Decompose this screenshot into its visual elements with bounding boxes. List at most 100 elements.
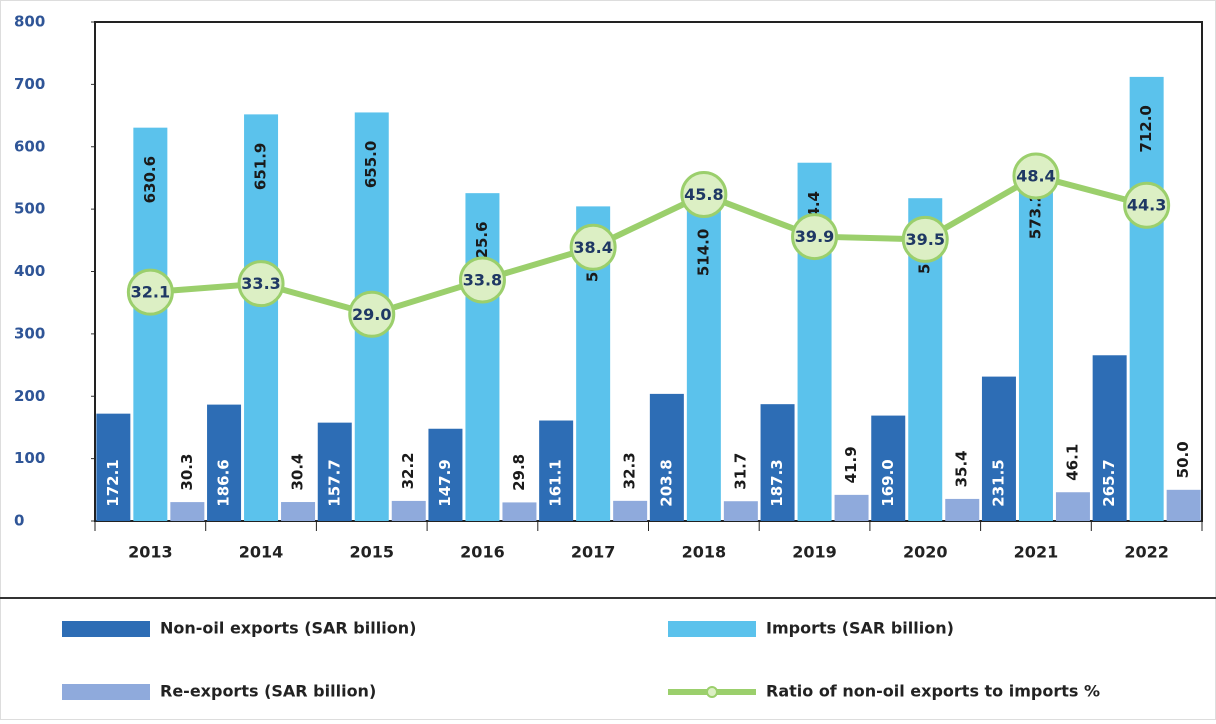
bar xyxy=(1018,163,1053,522)
value-label: 573.2 xyxy=(1026,192,1044,239)
value-label: 514.0 xyxy=(694,229,712,276)
x-tick-label: 2018 xyxy=(682,543,727,562)
bar xyxy=(317,422,352,521)
bar xyxy=(1055,492,1090,521)
value-label: 33.3 xyxy=(241,274,280,293)
value-label: 32.1 xyxy=(131,283,170,302)
value-label: 30.4 xyxy=(289,454,307,491)
ratio-marker xyxy=(901,215,949,263)
value-label: 48.4 xyxy=(1016,166,1055,185)
ratio-marker xyxy=(1012,152,1060,200)
value-label: 31.7 xyxy=(731,453,749,490)
x-tick-label: 2020 xyxy=(903,543,948,562)
bar xyxy=(613,500,648,521)
value-label: 39.9 xyxy=(795,227,834,246)
value-label: 203.8 xyxy=(657,459,675,506)
y-tick-label: 500 xyxy=(14,200,45,218)
legend-swatch xyxy=(706,686,718,698)
value-label: 39.5 xyxy=(906,230,945,249)
legend-label: Re-exports (SAR billion) xyxy=(160,682,376,701)
bar xyxy=(760,404,795,521)
value-label: 157.7 xyxy=(325,459,343,506)
ratio-marker xyxy=(458,256,506,304)
bar xyxy=(981,376,1016,521)
bar xyxy=(1092,355,1127,521)
value-label: 265.7 xyxy=(1100,459,1118,506)
ratio-marker xyxy=(1123,181,1171,229)
x-tick-label: 2014 xyxy=(239,543,284,562)
value-label: 231.5 xyxy=(989,459,1007,506)
bar xyxy=(723,501,758,521)
x-tick-label: 2022 xyxy=(1124,543,1169,562)
legend-swatch xyxy=(62,684,150,700)
value-label: 46.1 xyxy=(1063,444,1081,481)
value-label: 32.2 xyxy=(399,452,417,489)
value-label: 29.0 xyxy=(352,305,391,324)
bar xyxy=(465,193,500,522)
value-label: 651.9 xyxy=(252,143,270,190)
value-label: 169.0 xyxy=(879,459,897,506)
y-tick-label: 400 xyxy=(14,262,45,280)
value-label: 29.8 xyxy=(510,454,528,491)
bar xyxy=(649,393,684,521)
bar xyxy=(244,114,279,521)
value-label: 630.6 xyxy=(141,156,159,203)
bar xyxy=(834,494,869,521)
value-label: 44.3 xyxy=(1127,196,1166,215)
x-tick-label: 2021 xyxy=(1014,543,1059,562)
legend-label: Imports (SAR billion) xyxy=(766,619,954,638)
value-label: 41.9 xyxy=(842,446,860,483)
value-label: 33.8 xyxy=(463,271,502,290)
value-label: 32.3 xyxy=(621,452,639,489)
y-tick-label: 200 xyxy=(14,387,45,405)
ratio-line xyxy=(150,172,1148,318)
legend-label: Non-oil exports (SAR billion) xyxy=(160,619,416,638)
x-tick-label: 2017 xyxy=(571,543,616,562)
ratio-marker xyxy=(791,213,839,261)
ratio-marker xyxy=(237,260,285,308)
bar xyxy=(133,127,168,521)
bar xyxy=(96,413,131,521)
legend-swatch xyxy=(62,621,150,637)
value-label: 161.1 xyxy=(547,459,565,506)
bar xyxy=(686,200,721,521)
ratio-marker xyxy=(126,268,174,316)
value-label: 187.3 xyxy=(768,459,786,506)
value-label: 30.3 xyxy=(178,454,196,491)
y-tick-label: 100 xyxy=(14,449,45,467)
value-label: 172.1 xyxy=(104,459,122,506)
bar xyxy=(871,415,906,521)
ratio-marker xyxy=(348,290,396,338)
x-tick-label: 2019 xyxy=(792,543,837,562)
value-label: 147.9 xyxy=(436,459,454,506)
value-label: 186.6 xyxy=(215,459,233,506)
bar xyxy=(1166,489,1201,521)
x-tick-label: 2016 xyxy=(460,543,505,562)
bar xyxy=(539,420,574,521)
bar xyxy=(945,498,980,521)
y-tick-label: 600 xyxy=(14,137,45,155)
x-tick-label: 2015 xyxy=(349,543,394,562)
bar xyxy=(428,428,463,521)
legend-swatch xyxy=(668,621,756,637)
legend-label: Ratio of non-oil exports to imports % xyxy=(766,682,1100,701)
y-tick-label: 700 xyxy=(14,75,45,93)
y-tick-label: 800 xyxy=(14,13,45,31)
bar xyxy=(207,404,242,521)
bar xyxy=(1129,76,1164,521)
ratio-marker xyxy=(680,171,728,219)
y-tick-label: 300 xyxy=(14,324,45,342)
x-tick-label: 2013 xyxy=(128,543,173,562)
value-label: 45.8 xyxy=(684,185,723,204)
value-label: 35.4 xyxy=(953,450,971,487)
y-tick-label: 0 xyxy=(14,512,24,530)
value-label: 50.0 xyxy=(1174,441,1192,478)
bar xyxy=(281,502,316,521)
bar xyxy=(170,502,205,521)
bar xyxy=(391,500,426,521)
bar xyxy=(502,502,537,521)
value-label: 712.0 xyxy=(1137,105,1155,152)
value-label: 38.4 xyxy=(573,238,612,257)
value-label: 655.0 xyxy=(362,141,380,188)
